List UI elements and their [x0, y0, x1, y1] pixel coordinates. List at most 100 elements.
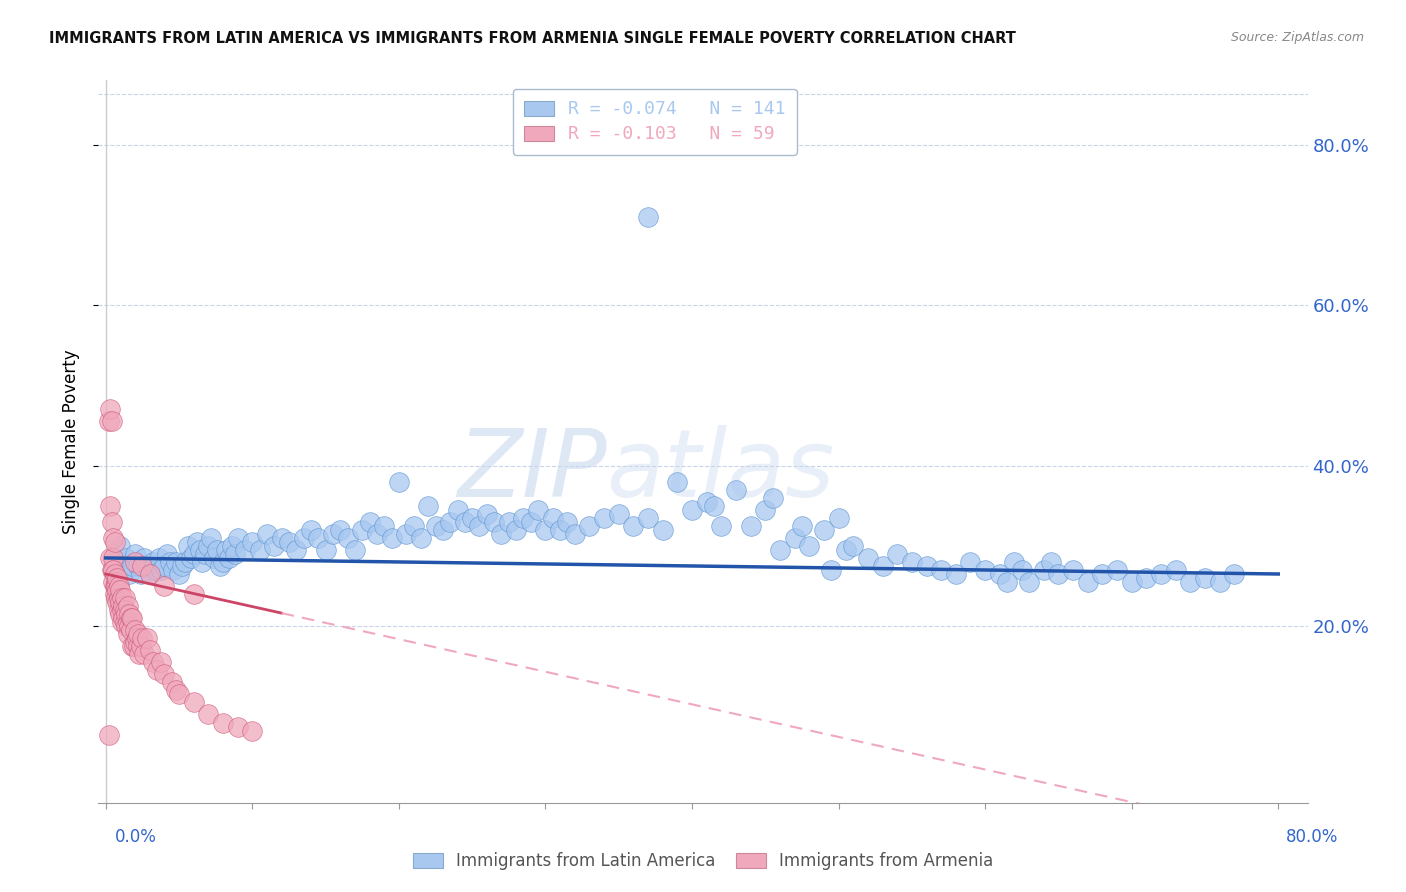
Point	[402, 518, 425, 533]
Point	[1091, 567, 1114, 582]
Point	[142, 555, 165, 569]
Point	[145, 563, 167, 577]
Point	[127, 558, 149, 573]
Point	[159, 555, 181, 569]
Point	[111, 615, 134, 630]
Point	[240, 723, 263, 738]
Point	[475, 507, 498, 521]
Point	[111, 591, 134, 606]
Point	[165, 683, 187, 698]
Point	[1047, 567, 1070, 582]
Point	[200, 531, 222, 545]
Point	[813, 523, 835, 537]
Point	[1062, 563, 1084, 577]
Point	[111, 603, 134, 617]
Point	[114, 615, 136, 630]
Point	[1004, 555, 1026, 569]
Point	[138, 567, 160, 582]
Point	[1105, 563, 1128, 577]
Point	[212, 715, 235, 730]
Point	[138, 643, 160, 657]
Point	[1135, 571, 1157, 585]
Point	[783, 531, 806, 545]
Point	[929, 563, 952, 577]
Point	[124, 635, 146, 649]
Point	[637, 510, 659, 524]
Legend: Immigrants from Latin America, Immigrants from Armenia: Immigrants from Latin America, Immigrant…	[406, 846, 1000, 877]
Point	[150, 655, 173, 669]
Point	[1040, 555, 1063, 569]
Point	[167, 567, 190, 582]
Text: ZIP: ZIP	[457, 425, 606, 516]
Point	[1077, 574, 1099, 589]
Text: atlas: atlas	[606, 425, 835, 516]
Point	[150, 563, 173, 577]
Point	[103, 567, 125, 582]
Point	[110, 607, 132, 621]
Point	[118, 607, 141, 621]
Point	[548, 523, 571, 537]
Point	[117, 627, 139, 641]
Point	[146, 664, 169, 678]
Point	[409, 531, 432, 545]
Point	[98, 551, 121, 566]
Point	[128, 648, 150, 662]
Point	[827, 510, 849, 524]
Point	[101, 574, 124, 589]
Point	[218, 551, 240, 566]
Point	[98, 499, 121, 513]
Point	[202, 551, 225, 566]
Point	[564, 526, 586, 541]
Point	[1164, 563, 1187, 577]
Point	[315, 542, 337, 557]
Point	[180, 551, 202, 566]
Point	[118, 567, 141, 582]
Point	[557, 515, 579, 529]
Point	[886, 547, 908, 561]
Point	[135, 632, 157, 646]
Point	[593, 510, 616, 524]
Point	[527, 502, 550, 516]
Point	[117, 615, 139, 630]
Point	[534, 523, 557, 537]
Point	[263, 539, 285, 553]
Point	[215, 542, 238, 557]
Point	[131, 558, 153, 573]
Point	[115, 619, 138, 633]
Point	[221, 539, 243, 553]
Point	[183, 547, 205, 561]
Point	[112, 563, 135, 577]
Point	[359, 515, 381, 529]
Point	[395, 526, 418, 541]
Point	[112, 611, 135, 625]
Point	[1121, 574, 1143, 589]
Point	[520, 515, 543, 529]
Point	[103, 579, 125, 593]
Point	[541, 510, 564, 524]
Point	[131, 632, 153, 646]
Point	[108, 591, 131, 606]
Point	[153, 667, 176, 681]
Point	[945, 567, 967, 582]
Point	[101, 551, 124, 566]
Point	[165, 555, 187, 569]
Point	[233, 542, 256, 557]
Point	[170, 558, 193, 573]
Point	[1208, 574, 1230, 589]
Point	[278, 534, 301, 549]
Point	[160, 675, 183, 690]
Point	[177, 539, 200, 553]
Point	[197, 707, 219, 722]
Point	[454, 515, 477, 529]
Point	[256, 526, 278, 541]
Point	[162, 563, 184, 577]
Text: Source: ZipAtlas.com: Source: ZipAtlas.com	[1230, 31, 1364, 45]
Point	[446, 502, 468, 516]
Point	[224, 547, 246, 561]
Text: 80.0%: 80.0%	[1286, 828, 1339, 846]
Point	[724, 483, 747, 497]
Point	[329, 523, 352, 537]
Point	[107, 551, 129, 566]
Point	[174, 555, 197, 569]
Point	[1180, 574, 1202, 589]
